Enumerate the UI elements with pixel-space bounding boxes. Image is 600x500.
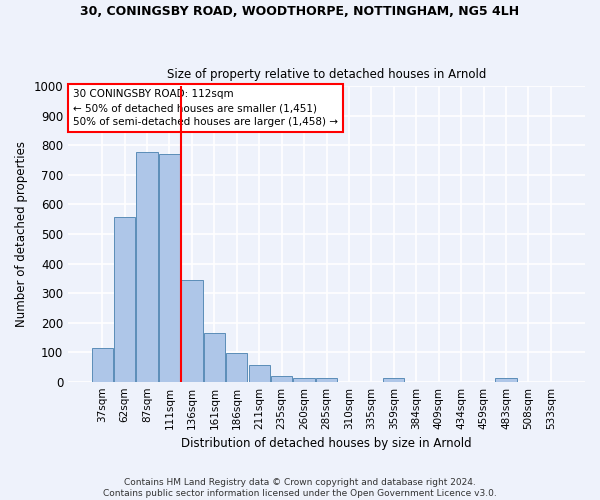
Bar — [316, 378, 337, 382]
Bar — [293, 378, 315, 382]
X-axis label: Distribution of detached houses by size in Arnold: Distribution of detached houses by size … — [181, 437, 472, 450]
Bar — [226, 352, 247, 382]
Bar — [204, 333, 225, 382]
Bar — [159, 154, 180, 382]
Bar — [383, 378, 404, 382]
Bar — [92, 348, 113, 382]
Bar — [496, 378, 517, 382]
Bar — [271, 376, 292, 382]
Bar — [136, 152, 158, 382]
Text: 30, CONINGSBY ROAD, WOODTHORPE, NOTTINGHAM, NG5 4LH: 30, CONINGSBY ROAD, WOODTHORPE, NOTTINGH… — [80, 5, 520, 18]
Bar — [114, 217, 135, 382]
Text: Contains HM Land Registry data © Crown copyright and database right 2024.
Contai: Contains HM Land Registry data © Crown c… — [103, 478, 497, 498]
Title: Size of property relative to detached houses in Arnold: Size of property relative to detached ho… — [167, 68, 486, 81]
Bar — [181, 280, 203, 382]
Text: 30 CONINGSBY ROAD: 112sqm
← 50% of detached houses are smaller (1,451)
50% of se: 30 CONINGSBY ROAD: 112sqm ← 50% of detac… — [73, 90, 338, 128]
Bar — [248, 366, 270, 382]
Y-axis label: Number of detached properties: Number of detached properties — [15, 141, 28, 327]
